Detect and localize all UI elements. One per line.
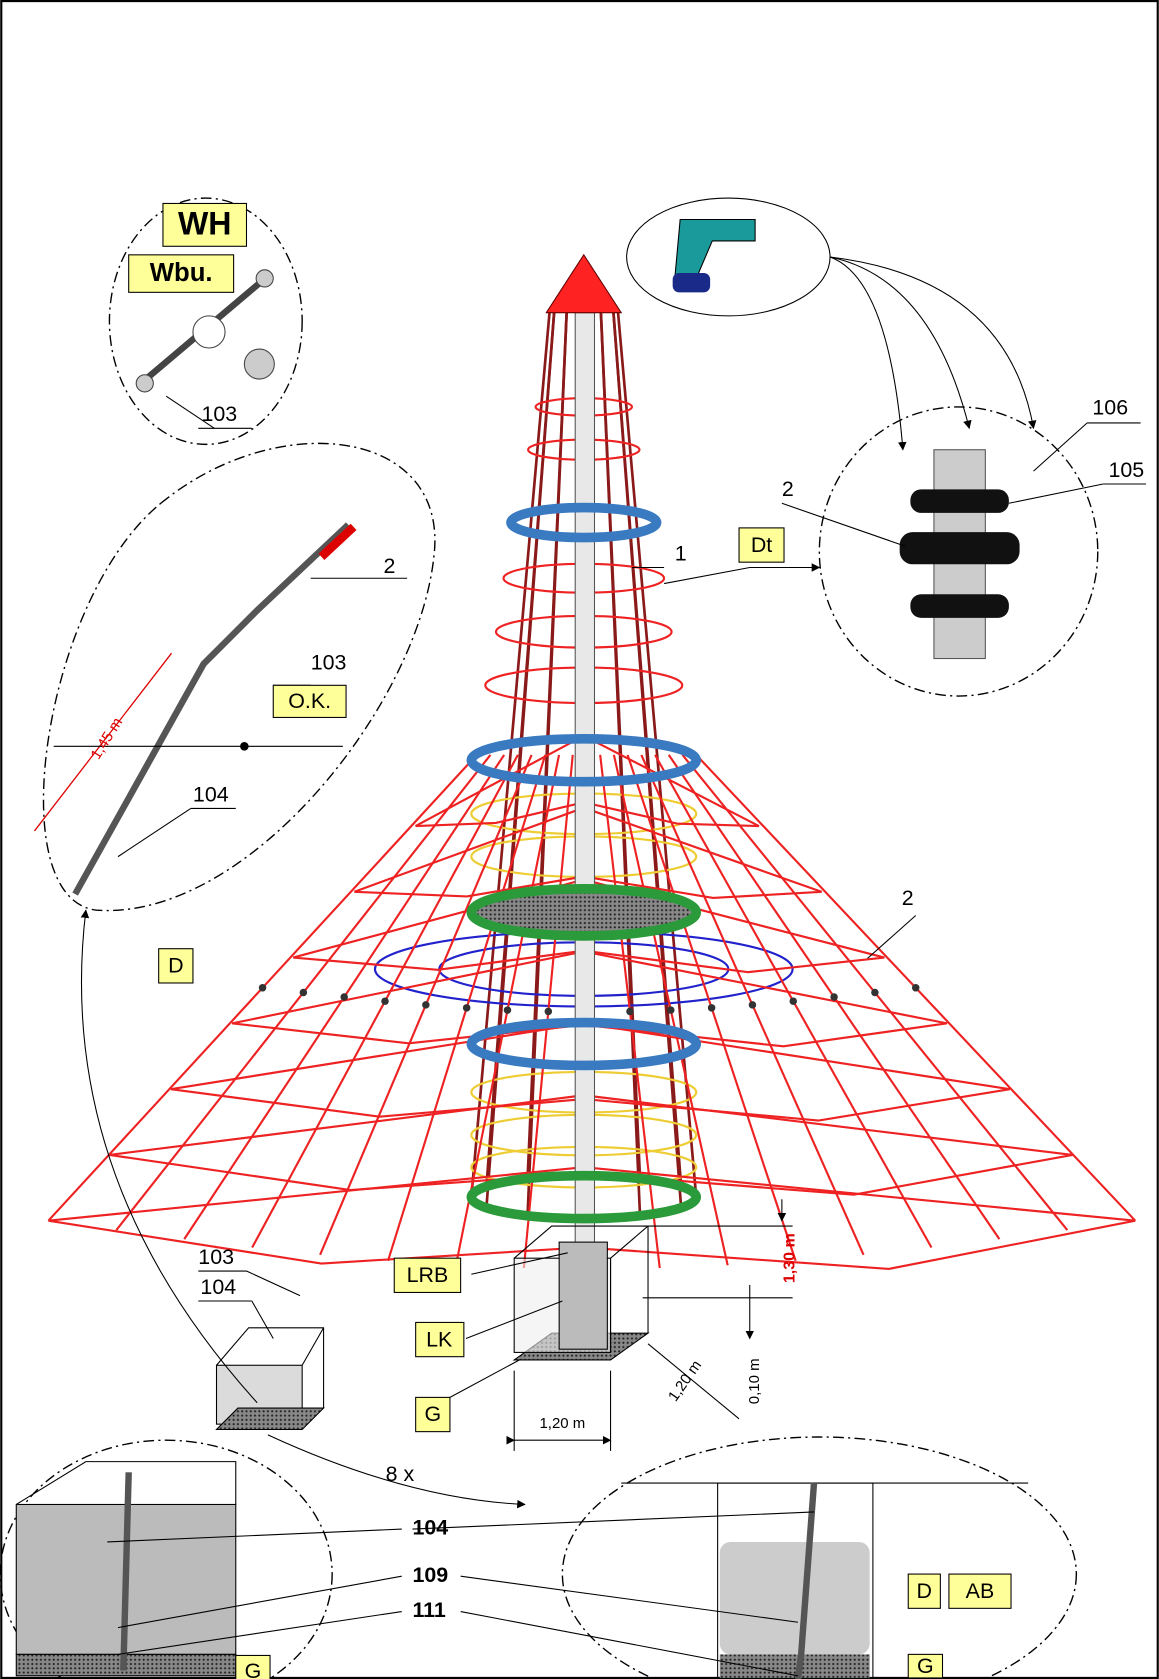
- net-rope: [830, 993, 837, 1000]
- net-rope: [708, 1004, 715, 1011]
- dim-label: 0,10 m: [746, 1358, 763, 1404]
- level-label: O.K.: [288, 689, 331, 713]
- net-rope: [749, 1001, 756, 1008]
- cone-cap: [546, 255, 621, 313]
- part-number: 104: [193, 782, 229, 806]
- section-label: G: [245, 1659, 262, 1679]
- diagram: WH Wbu. 103 2 103 104 1,45 m O.K. D 106 …: [0, 0, 1159, 1679]
- part-number: 105: [1108, 458, 1144, 482]
- dim-label: 1,20 m: [539, 1415, 585, 1432]
- dim-label: 1,20 m: [665, 1357, 705, 1404]
- part-number: 2: [782, 477, 794, 501]
- part-number: 106: [1092, 396, 1128, 420]
- part-number: 2: [902, 886, 914, 910]
- pole-clamp: [900, 450, 1020, 659]
- net-rope: [340, 993, 347, 1000]
- part-number: 104: [412, 1516, 448, 1540]
- label-wh: WH: [178, 205, 232, 241]
- base-label: LK: [426, 1327, 453, 1351]
- part-number: 1: [675, 541, 687, 565]
- net-rope: [790, 997, 797, 1004]
- net-rope: [300, 989, 307, 996]
- part-number: 103: [311, 651, 347, 675]
- drill-battery: [673, 273, 710, 292]
- length-label: 1,45 m: [87, 715, 126, 763]
- section-label: AB: [966, 1579, 995, 1603]
- net-rope: [422, 1001, 429, 1008]
- section-left: [16, 1462, 236, 1676]
- base-label: LRB: [407, 1263, 449, 1287]
- part-number: 103: [198, 1245, 234, 1269]
- net-rope: [463, 1004, 470, 1011]
- base-label: G: [424, 1402, 441, 1426]
- net-rope: [381, 997, 388, 1004]
- part-number: 2: [384, 554, 396, 578]
- section-label: G: [917, 1654, 934, 1678]
- drill-arrows: [830, 257, 1033, 450]
- drill-bubble: [627, 198, 830, 316]
- net-rope: [259, 984, 266, 991]
- part-number: 104: [200, 1275, 236, 1299]
- net-rope: [667, 1006, 674, 1013]
- height-label: 1,30 m: [781, 1233, 799, 1283]
- foundation-label: D: [168, 954, 183, 978]
- drill: [675, 220, 755, 279]
- part-number: 109: [412, 1563, 448, 1587]
- net-rope: [912, 984, 919, 991]
- part-number: 111: [412, 1598, 445, 1622]
- section-label: D: [917, 1579, 932, 1603]
- part-number: 103: [202, 402, 238, 426]
- count-label: 8 x: [386, 1462, 415, 1486]
- net-rope: [545, 1008, 552, 1015]
- net-rope: [871, 989, 878, 996]
- net-rope: [626, 1008, 633, 1015]
- ground-dot: [240, 742, 249, 751]
- detail-label: Dt: [751, 533, 772, 557]
- label-wbu: Wbu.: [150, 259, 213, 287]
- net-rope: [504, 1006, 511, 1013]
